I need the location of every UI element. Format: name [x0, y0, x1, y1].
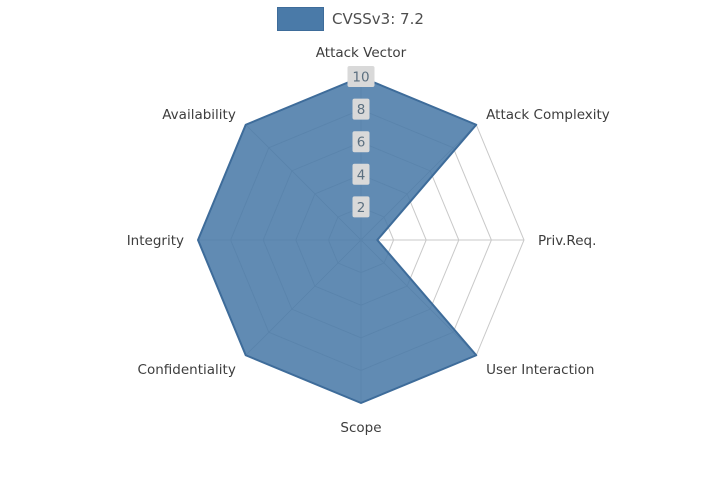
axis-label-confidentiality: Confidentiality	[138, 362, 236, 378]
tick-label-6: 6	[357, 135, 366, 151]
tick-label-10: 10	[352, 70, 369, 86]
legend: CVSSv3: 7.2	[277, 7, 424, 31]
tick-box-10	[347, 66, 375, 87]
axis-label-user-interaction: User Interaction	[486, 362, 594, 378]
tick-box-2	[352, 196, 370, 218]
tick-label-4: 4	[357, 167, 366, 183]
legend-swatch	[277, 7, 324, 31]
legend-label: CVSSv3: 7.2	[332, 10, 424, 28]
data-polygon-cvssv3	[197, 76, 478, 404]
axis-label-attack-complexity: Attack Complexity	[486, 107, 610, 123]
axis-label-integrity: Integrity	[127, 233, 184, 249]
axis-label-priv-req-: Priv.Req.	[538, 233, 596, 249]
tick-box-8	[352, 98, 370, 120]
tick-box-6	[352, 131, 370, 153]
axis-label-availability: Availability	[162, 107, 236, 123]
tick-label-2: 2	[357, 200, 366, 216]
tick-label-8: 8	[357, 102, 366, 118]
tick-box-4	[352, 163, 370, 185]
axis-label-scope: Scope	[340, 420, 381, 436]
axis-label-attack-vector: Attack Vector	[316, 45, 407, 61]
